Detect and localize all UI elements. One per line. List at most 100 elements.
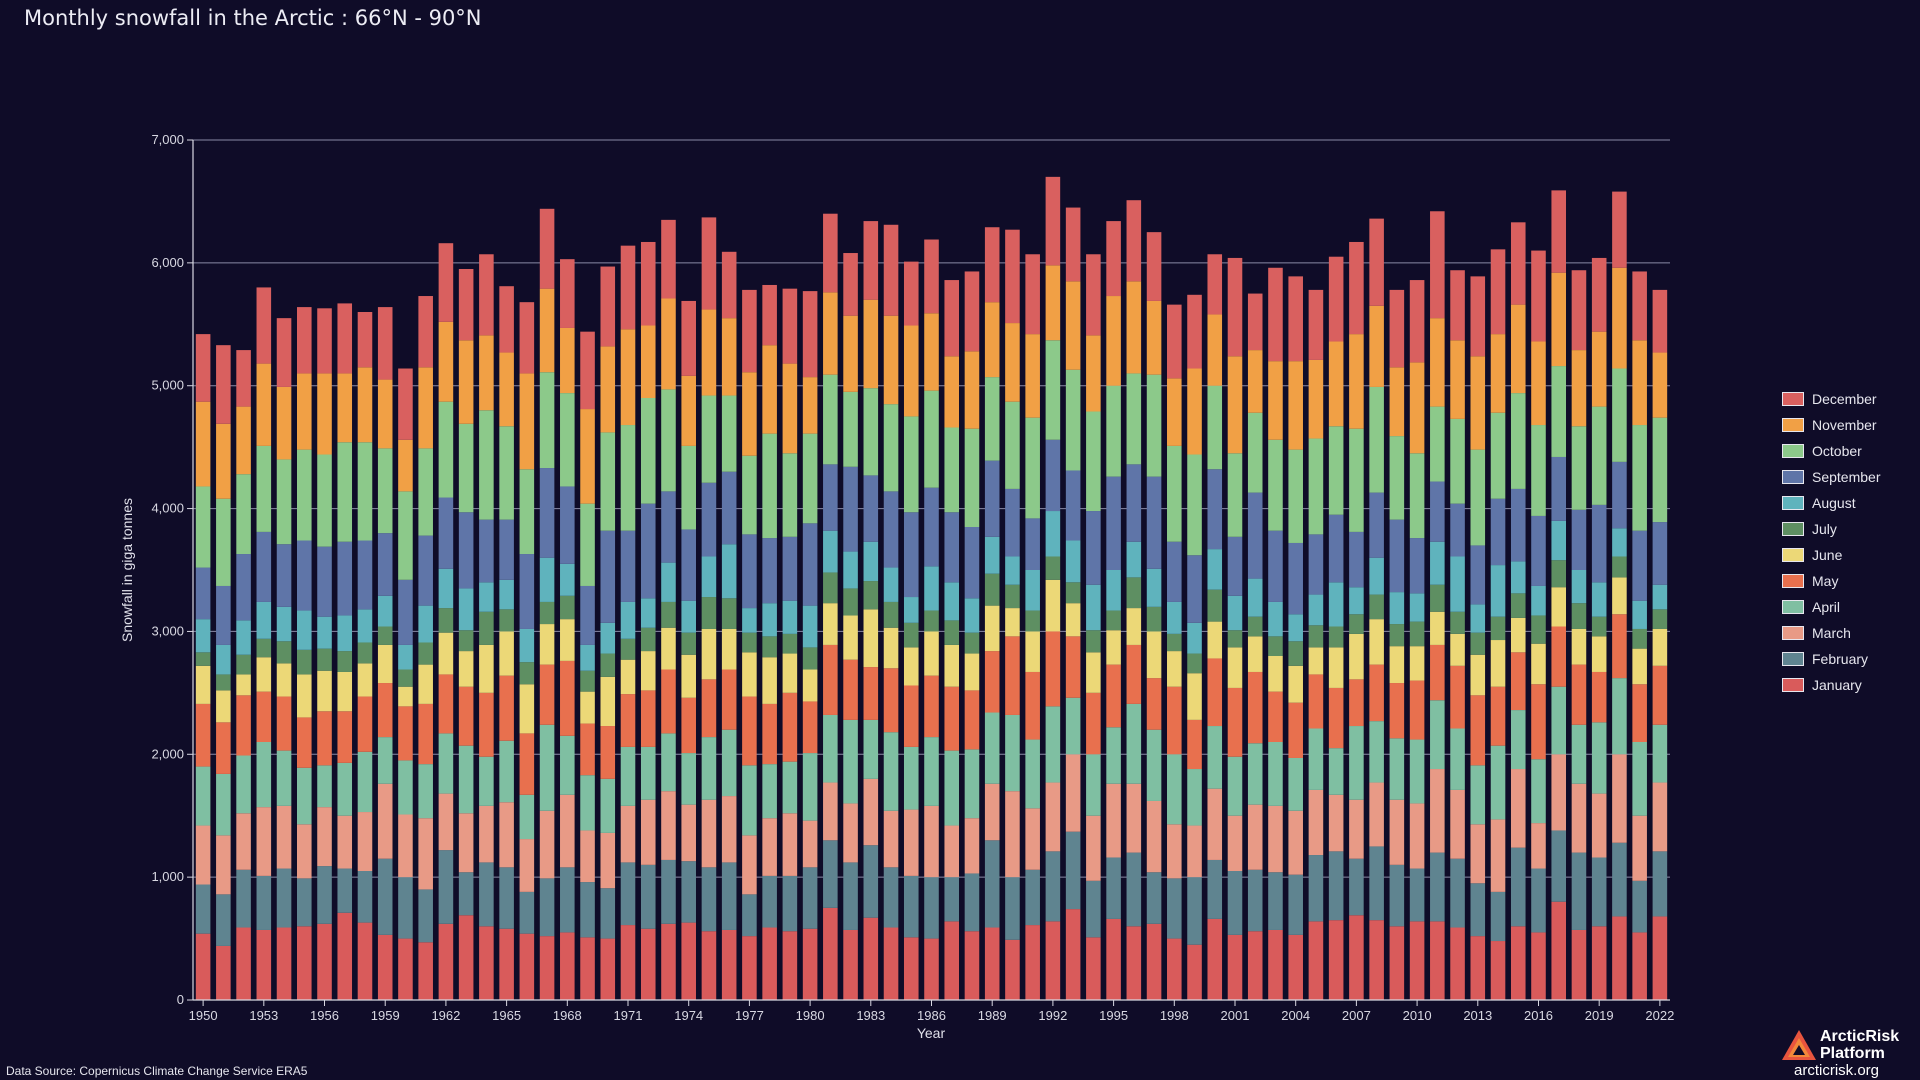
bar-segment-october-1991[interactable] — [1025, 417, 1040, 519]
bar-segment-january-1955[interactable] — [297, 926, 312, 1000]
bar-segment-september-1957[interactable] — [337, 541, 353, 616]
bar-segment-june-2011[interactable] — [1430, 611, 1445, 645]
bar-segment-july-1977[interactable] — [742, 632, 757, 653]
bar-segment-december-1958[interactable] — [357, 312, 373, 368]
bar-segment-april-2010[interactable] — [1409, 739, 1425, 804]
bar-segment-july-1994[interactable] — [1086, 630, 1101, 653]
bar-segment-march-1987[interactable] — [944, 825, 960, 878]
bar-segment-september-2003[interactable] — [1268, 530, 1283, 602]
bar-segment-june-2005[interactable] — [1308, 647, 1324, 675]
bar-segment-may-1972[interactable] — [640, 690, 656, 747]
bar-segment-february-1957[interactable] — [337, 868, 353, 913]
bar-segment-april-1993[interactable] — [1065, 697, 1081, 755]
bar-segment-july-2011[interactable] — [1430, 584, 1445, 612]
bar-segment-august-1955[interactable] — [297, 610, 312, 650]
bar-segment-april-1975[interactable] — [701, 737, 717, 800]
bar-segment-october-1954[interactable] — [276, 459, 292, 545]
bar-segment-april-1956[interactable] — [317, 765, 332, 808]
bar-segment-february-1950[interactable] — [195, 884, 211, 934]
bar-segment-july-1979[interactable] — [782, 633, 798, 654]
bar-segment-august-1992[interactable] — [1045, 511, 1061, 557]
bar-segment-march-2010[interactable] — [1409, 803, 1425, 869]
bar-segment-may-1950[interactable] — [195, 703, 211, 767]
bar-segment-november-1989[interactable] — [984, 302, 1000, 378]
bar-segment-april-1971[interactable] — [620, 746, 636, 806]
bar-segment-may-2017[interactable] — [1551, 626, 1567, 687]
bar-segment-july-2019[interactable] — [1591, 616, 1607, 637]
bar-group-1993[interactable] — [1065, 207, 1081, 1000]
bar-segment-june-2009[interactable] — [1389, 646, 1405, 684]
bar-segment-november-1975[interactable] — [701, 309, 717, 396]
legend-item-january[interactable]: January — [1782, 672, 1880, 698]
bar-segment-march-1986[interactable] — [924, 805, 939, 878]
bar-segment-february-2008[interactable] — [1369, 846, 1384, 921]
bar-segment-june-2019[interactable] — [1591, 636, 1607, 672]
bar-segment-july-1976[interactable] — [721, 598, 737, 629]
bar-group-1996[interactable] — [1126, 200, 1142, 1000]
bar-segment-february-1976[interactable] — [721, 862, 737, 930]
bar-segment-january-1970[interactable] — [600, 938, 616, 1000]
bar-segment-march-1991[interactable] — [1025, 808, 1040, 870]
bar-segment-march-1956[interactable] — [317, 807, 332, 867]
bar-segment-august-2006[interactable] — [1328, 582, 1344, 627]
bar-segment-may-1977[interactable] — [742, 696, 757, 766]
bar-segment-november-1995[interactable] — [1106, 296, 1121, 386]
bar-segment-july-2001[interactable] — [1227, 630, 1243, 648]
bar-segment-february-1964[interactable] — [479, 862, 494, 927]
bar-segment-march-1997[interactable] — [1146, 800, 1162, 873]
bar-segment-october-2019[interactable] — [1591, 406, 1607, 505]
bar-segment-december-1981[interactable] — [823, 213, 838, 293]
bar-segment-november-1992[interactable] — [1045, 265, 1061, 341]
bar-segment-june-1986[interactable] — [924, 631, 939, 676]
bar-segment-october-1984[interactable] — [883, 404, 899, 492]
bar-segment-june-1987[interactable] — [944, 644, 960, 687]
bar-segment-august-1971[interactable] — [620, 601, 636, 639]
bar-segment-august-2017[interactable] — [1551, 520, 1567, 561]
bar-segment-march-2004[interactable] — [1288, 810, 1303, 875]
bar-segment-october-1965[interactable] — [499, 426, 514, 520]
bar-segment-august-1989[interactable] — [984, 536, 1000, 574]
bar-segment-july-1953[interactable] — [256, 638, 272, 658]
bar-segment-february-1988[interactable] — [964, 873, 980, 932]
bar-segment-november-1991[interactable] — [1025, 334, 1040, 418]
bar-segment-february-1952[interactable] — [236, 869, 251, 928]
bar-segment-november-1971[interactable] — [620, 329, 636, 426]
bar-segment-october-1975[interactable] — [701, 395, 717, 483]
bar-segment-june-1964[interactable] — [479, 644, 494, 693]
bar-segment-september-2009[interactable] — [1389, 519, 1405, 593]
bar-segment-july-1985[interactable] — [903, 622, 919, 648]
bar-segment-march-1998[interactable] — [1167, 824, 1182, 879]
bar-group-1999[interactable] — [1187, 294, 1202, 1000]
bar-segment-december-1992[interactable] — [1045, 176, 1061, 266]
bar-segment-may-1986[interactable] — [924, 675, 939, 738]
bar-segment-february-2022[interactable] — [1652, 851, 1668, 917]
bar-segment-june-2002[interactable] — [1247, 636, 1263, 672]
bar-segment-november-2002[interactable] — [1247, 350, 1263, 413]
bar-segment-april-2020[interactable] — [1612, 678, 1627, 755]
bar-segment-january-2001[interactable] — [1227, 934, 1243, 1000]
bar-segment-july-1964[interactable] — [479, 611, 494, 645]
bar-segment-august-1966[interactable] — [519, 628, 535, 663]
bar-segment-february-2000[interactable] — [1207, 859, 1223, 919]
bar-segment-june-1956[interactable] — [317, 670, 332, 712]
legend-item-november[interactable]: November — [1782, 412, 1880, 438]
bar-segment-april-1991[interactable] — [1025, 739, 1040, 809]
bar-segment-december-1997[interactable] — [1146, 232, 1162, 301]
bar-segment-january-1989[interactable] — [984, 927, 1000, 1000]
bar-segment-january-2017[interactable] — [1551, 901, 1567, 1000]
bar-segment-december-1950[interactable] — [195, 334, 211, 402]
bar-segment-june-1955[interactable] — [297, 674, 312, 718]
bar-segment-february-2017[interactable] — [1551, 830, 1567, 902]
bar-segment-october-1998[interactable] — [1167, 445, 1182, 542]
bar-segment-july-1968[interactable] — [560, 595, 575, 620]
bar-segment-may-1969[interactable] — [580, 723, 595, 776]
bar-segment-september-1999[interactable] — [1187, 555, 1202, 623]
bar-segment-july-2017[interactable] — [1551, 560, 1567, 588]
bar-segment-march-2020[interactable] — [1612, 754, 1627, 843]
bar-segment-april-1969[interactable] — [580, 775, 595, 831]
bar-segment-june-1990[interactable] — [1005, 608, 1020, 637]
bar-segment-march-1984[interactable] — [883, 810, 899, 868]
bar-segment-december-2001[interactable] — [1227, 257, 1243, 357]
bar-segment-may-2015[interactable] — [1510, 652, 1526, 711]
bar-segment-february-1989[interactable] — [984, 840, 1000, 928]
